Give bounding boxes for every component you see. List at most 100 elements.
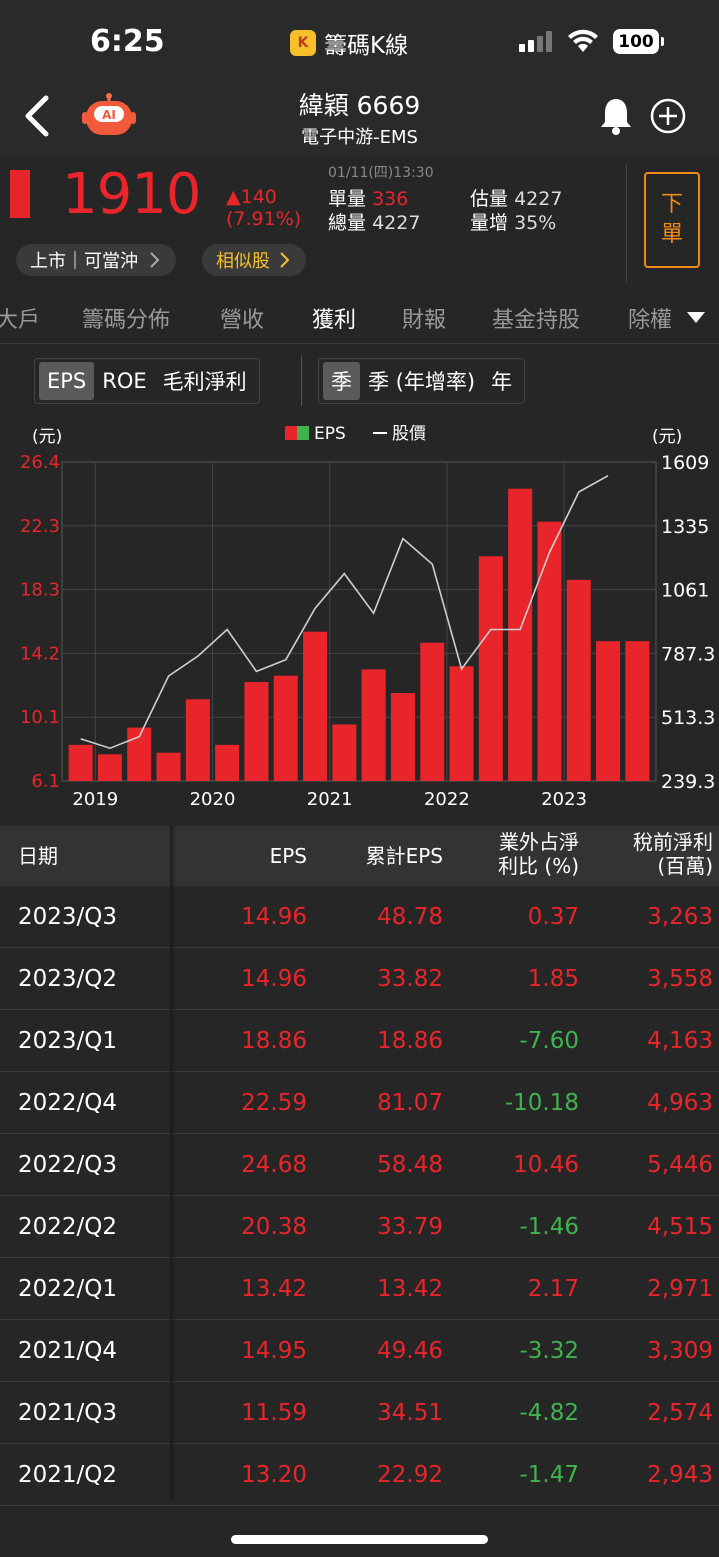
- period-quarter-yoy[interactable]: 季 (年增率): [368, 370, 476, 394]
- table-row[interactable]: 2021/Q2 13.20 22.92 -1.47 2,943: [0, 1444, 719, 1506]
- stock-industry: 電子中游-EMS: [301, 127, 418, 148]
- table-row[interactable]: 2021/Q4 14.95 49.46 -3.32 3,309: [0, 1320, 719, 1382]
- eps-bar: [332, 724, 357, 781]
- col-date: 日期: [18, 844, 58, 868]
- table-row[interactable]: 2023/Q2 14.96 33.82 1.85 3,558: [0, 948, 719, 1010]
- quote-panel: 1910 ▲140 (7.91%) 01/11(四)13:30 單量 336 總…: [0, 158, 719, 288]
- table-row[interactable]: 2021/Q3 11.59 34.51 -4.82 2,574: [0, 1382, 719, 1444]
- metric-eps[interactable]: EPS: [39, 362, 95, 400]
- period-year[interactable]: 年: [491, 370, 513, 394]
- row-period: 2023/Q2: [18, 966, 118, 992]
- table-row[interactable]: 2022/Q3 24.68 58.48 10.46 5,446: [0, 1134, 719, 1196]
- bell-icon[interactable]: [598, 96, 634, 136]
- row-eps: 18.86: [241, 1028, 307, 1054]
- eps-bars: [68, 488, 650, 781]
- tab-chip-distribution[interactable]: 籌碼分佈: [82, 308, 171, 333]
- order-button-line2: 單: [660, 222, 683, 247]
- row-period: 2023/Q1: [18, 1028, 118, 1054]
- eps-bar: [390, 693, 415, 781]
- status-app-label: 籌碼K線: [324, 33, 409, 59]
- section-tabs: 大戶 籌碼分佈 營收 獲利 財報 基金持股 除權: [0, 290, 719, 344]
- tab-fund-holdings[interactable]: 基金持股: [492, 308, 581, 333]
- status-bar: 6:25 K 籌碼K線 100: [0, 0, 719, 80]
- stock-header: AI 緯穎 6669 電子中游-EMS: [0, 80, 719, 158]
- x-tick-label: 2022: [424, 789, 470, 810]
- row-eps: 22.59: [241, 1090, 307, 1116]
- estimated-volume-label: 估量: [470, 188, 509, 210]
- col-pretax-line1: 稅前淨利: [633, 830, 713, 854]
- eps-chart: (元) (元) EPS 股價 2019 2020 2021 2022 2023 26.4 1…: [20, 424, 715, 810]
- table-row[interactable]: 2022/Q4 22.59 81.07 -10.18 4,963: [0, 1072, 719, 1134]
- right-tick-label: 1335: [661, 516, 709, 538]
- table-row[interactable]: 2022/Q2 20.38 33.79 -1.46 4,515: [0, 1196, 719, 1258]
- row-cum-eps: 33.79: [377, 1214, 443, 1240]
- tab-financials[interactable]: 財報: [402, 308, 447, 333]
- legend-eps: EPS: [314, 424, 346, 444]
- tab-dividends[interactable]: 除權: [628, 308, 673, 333]
- chart-legend: EPS 股價: [285, 424, 426, 444]
- eps-bar: [537, 521, 562, 781]
- metric-roe[interactable]: ROE: [102, 369, 147, 393]
- table-row[interactable]: 2022/Q1 13.42 13.42 2.17 2,971: [0, 1258, 719, 1320]
- row-period: 2022/Q3: [18, 1152, 118, 1178]
- row-cum-eps: 22.92: [377, 1462, 443, 1488]
- table-header: 日期 EPS 累計EPS 業外占淨 利比 (%) 稅前淨利 (百萬): [0, 826, 719, 886]
- row-cum-eps: 33.82: [377, 966, 443, 992]
- total-volume-label: 總量: [328, 212, 367, 234]
- tabs-more-dropdown-icon[interactable]: [671, 290, 719, 343]
- right-tick-label: 787.3: [661, 643, 715, 665]
- tab-profit[interactable]: 獲利: [312, 308, 357, 333]
- eps-bar: [215, 744, 240, 781]
- estimated-volume: 估量 4227: [470, 184, 562, 211]
- listing-chip[interactable]: 上市｜可當沖: [16, 244, 176, 276]
- similar-stocks-chip[interactable]: 相似股: [202, 244, 306, 276]
- home-indicator[interactable]: [231, 1535, 488, 1544]
- eps-bar: [361, 669, 386, 781]
- back-arrow-icon[interactable]: [18, 94, 58, 138]
- right-tick-label: 239.3: [661, 771, 715, 793]
- unit-volume-label: 單量: [328, 188, 367, 210]
- right-tick-label: 1061: [661, 580, 709, 602]
- metric-margin[interactable]: 毛利淨利: [162, 370, 247, 394]
- eps-bar: [273, 675, 298, 781]
- row-period: 2022/Q1: [18, 1276, 118, 1302]
- price-line: [80, 475, 609, 750]
- ai-robot-label: AI: [102, 108, 116, 122]
- row-period: 2021/Q4: [18, 1338, 118, 1364]
- tab-major-holders[interactable]: 大戶: [0, 308, 41, 333]
- row-eps: 13.20: [241, 1462, 307, 1488]
- row-pretax: 2,971: [647, 1276, 713, 1302]
- row-period: 2022/Q2: [18, 1214, 118, 1240]
- row-cum-eps: 48.78: [377, 904, 443, 930]
- eps-bar: [625, 641, 650, 781]
- eps-bar: [478, 556, 503, 781]
- eps-bar: [303, 631, 328, 781]
- total-volume: 總量 4227: [328, 208, 420, 235]
- period-quarter[interactable]: 季: [323, 362, 360, 400]
- add-watchlist-icon[interactable]: [650, 98, 686, 134]
- left-axis-unit: (元): [32, 427, 62, 447]
- row-cum-eps: 13.42: [377, 1276, 443, 1302]
- right-tick-label: 513.3: [661, 707, 715, 729]
- row-eps: 11.59: [241, 1400, 307, 1426]
- row-eps: 24.68: [241, 1152, 307, 1178]
- eps-bar: [68, 744, 93, 781]
- tab-revenue[interactable]: 營收: [220, 308, 265, 333]
- table-row[interactable]: 2023/Q1 18.86 18.86 -7.60 4,163: [0, 1010, 719, 1072]
- order-button[interactable]: 下 單: [644, 172, 700, 268]
- table-body: 2023/Q3 14.96 48.78 0.37 3,263 2023/Q2 14.96 33…: [0, 886, 719, 1506]
- eps-bar: [244, 682, 269, 781]
- ai-robot-icon[interactable]: AI: [82, 92, 136, 138]
- table-row[interactable]: 2023/Q3 14.96 48.78 0.37 3,263: [0, 886, 719, 948]
- x-tick-label: 2020: [190, 789, 236, 810]
- quote-timestamp: 01/11(四)13:30: [328, 165, 434, 181]
- quote-divider: [626, 164, 627, 282]
- col-eps: EPS: [269, 844, 307, 868]
- eps-bar: [156, 752, 181, 781]
- eps-bar: [508, 488, 533, 781]
- col-nonop-line2: 利比 (%): [498, 854, 579, 878]
- period-selector: 季 季 (年增率) 年: [318, 358, 526, 404]
- row-period: 2021/Q3: [18, 1400, 118, 1426]
- row-period: 2022/Q4: [18, 1090, 118, 1116]
- x-tick-label: 2019: [72, 789, 118, 810]
